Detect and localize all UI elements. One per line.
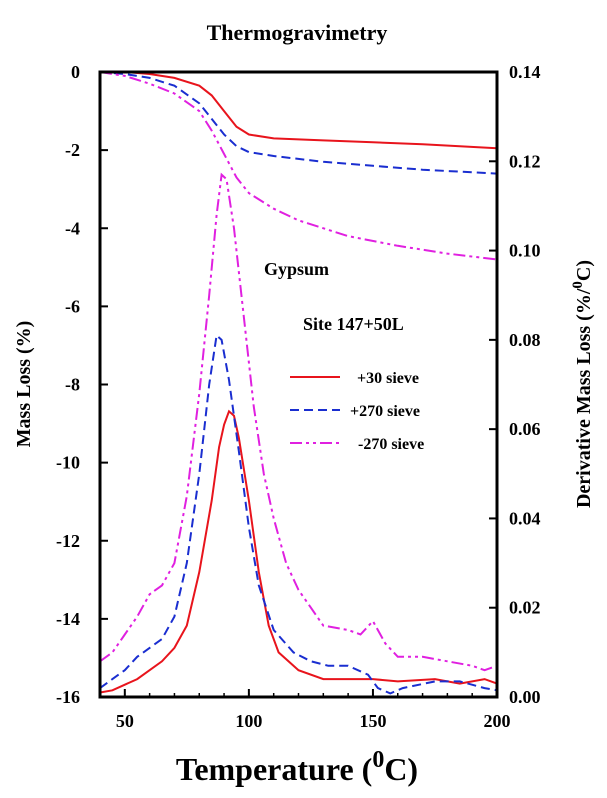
x-tick-label: 50 (116, 711, 134, 731)
y-left-tick-label: -6 (65, 296, 80, 316)
y-left-axis-label: Mass Loss (%) (13, 321, 35, 448)
y-left-tick-label: -12 (56, 531, 80, 551)
legend: +30 sieve +270 sieve -270 sieve (290, 370, 424, 453)
legend-label: +30 sieve (357, 370, 419, 387)
series-line-right-plus270-sieve (100, 333, 497, 695)
series-layer (100, 72, 497, 695)
x-tick-label: 100 (235, 711, 262, 731)
y-right-tick-label: 0.06 (509, 419, 541, 439)
x-axis-label-tail: C) (384, 751, 418, 787)
series-line-right-minus270-sieve (100, 172, 497, 672)
x-axis-ticks: 50 100 150 200 (99, 689, 511, 731)
y-right-tick-label: 0.10 (509, 241, 541, 261)
y-right-axis-label-tail: C) (573, 260, 595, 281)
y-right-tick-label: 0.00 (509, 687, 541, 707)
x-axis-label: Temperature (0C) (176, 747, 418, 787)
y-left-tick-label: -4 (65, 218, 80, 238)
x-tick-label: 150 (359, 711, 386, 731)
plot-frame (98, 70, 499, 699)
y-left-tick-label: -8 (65, 375, 80, 395)
y-right-tick-label: 0.14 (509, 62, 541, 82)
x-tick-label: 200 (484, 711, 511, 731)
y-left-tick-label: -10 (56, 453, 80, 473)
y-left-tick-label: -14 (56, 609, 80, 629)
left-axis-ticks: 0 -2 -4 -6 -8 -10 -12 -14 -16 (56, 62, 108, 707)
y-left-tick-label: 0 (71, 62, 80, 82)
y-right-tick-label: 0.08 (509, 330, 541, 350)
x-axis-label-sup: 0 (372, 747, 384, 773)
series-line-left-plus270-sieve (100, 72, 497, 175)
annotation-gypsum: Gypsum (264, 259, 329, 279)
annotation-site: Site 147+50L (303, 314, 404, 334)
chart-title: Thermogravimetry (207, 20, 388, 45)
right-axis-ticks: 0.14 0.12 0.10 0.08 0.06 0.04 0.02 0.00 (489, 62, 541, 707)
x-axis-label-main: Temperature ( (176, 751, 372, 787)
legend-label: -270 sieve (358, 436, 424, 453)
legend-label: +270 sieve (350, 403, 420, 420)
y-left-tick-label: -16 (56, 687, 80, 707)
series-line-left-plus30-sieve (100, 72, 497, 150)
y-right-axis-label-main: Derivative Mass Loss (%/ (573, 288, 595, 508)
y-right-tick-label: 0.04 (509, 508, 541, 528)
y-right-tick-label: 0.02 (509, 598, 541, 618)
y-right-axis-label: Derivative Mass Loss (%/0C) (570, 260, 595, 508)
series-line-left-minus270-sieve (100, 72, 497, 261)
y-left-tick-label: -2 (65, 140, 80, 160)
series-line-right-plus30-sieve (100, 409, 497, 694)
y-right-tick-label: 0.12 (509, 151, 541, 171)
y-right-axis-label-sup: 0 (570, 281, 586, 289)
